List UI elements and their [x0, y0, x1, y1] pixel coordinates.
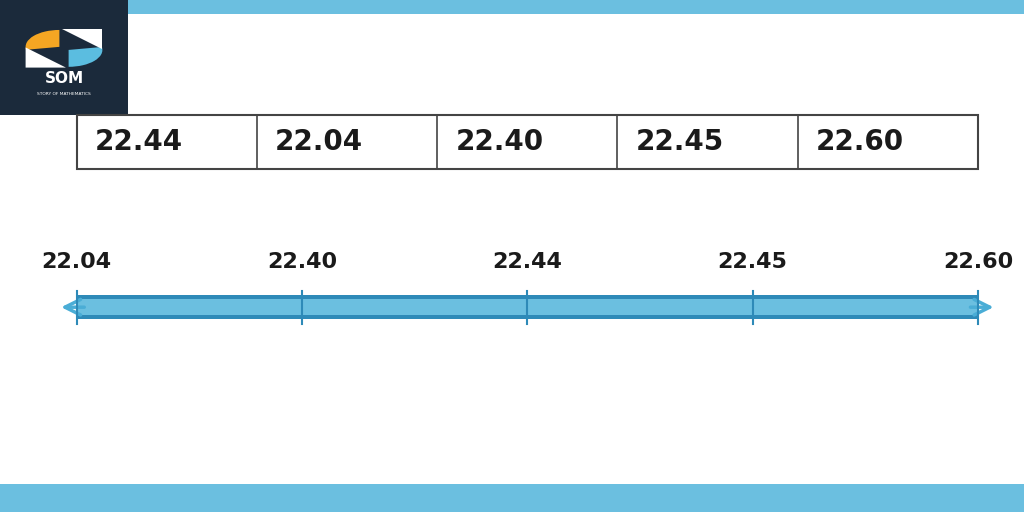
Text: 22.44: 22.44	[493, 252, 562, 272]
Text: SOM: SOM	[44, 71, 84, 86]
Bar	[77, 295, 978, 300]
Text: 22.40: 22.40	[267, 252, 337, 272]
Wedge shape	[26, 30, 59, 50]
Text: 22.04: 22.04	[42, 252, 112, 272]
Text: 22.45: 22.45	[636, 128, 724, 156]
Text: STORY OF MATHEMATICS: STORY OF MATHEMATICS	[37, 93, 91, 96]
Bar	[77, 315, 978, 319]
Text: 22.44: 22.44	[95, 128, 183, 156]
Polygon shape	[26, 48, 66, 68]
Polygon shape	[62, 29, 102, 49]
Bar	[0, 0, 1024, 14]
Bar	[77, 115, 978, 169]
Text: 22.40: 22.40	[456, 128, 544, 156]
Wedge shape	[69, 47, 102, 67]
Bar	[77, 295, 978, 319]
Bar	[0, 484, 1024, 512]
Text: 22.45: 22.45	[718, 252, 787, 272]
Text: 22.60: 22.60	[943, 252, 1013, 272]
Text: 22.60: 22.60	[816, 128, 904, 156]
Text: 22.04: 22.04	[275, 128, 364, 156]
Bar	[0, 0, 128, 115]
